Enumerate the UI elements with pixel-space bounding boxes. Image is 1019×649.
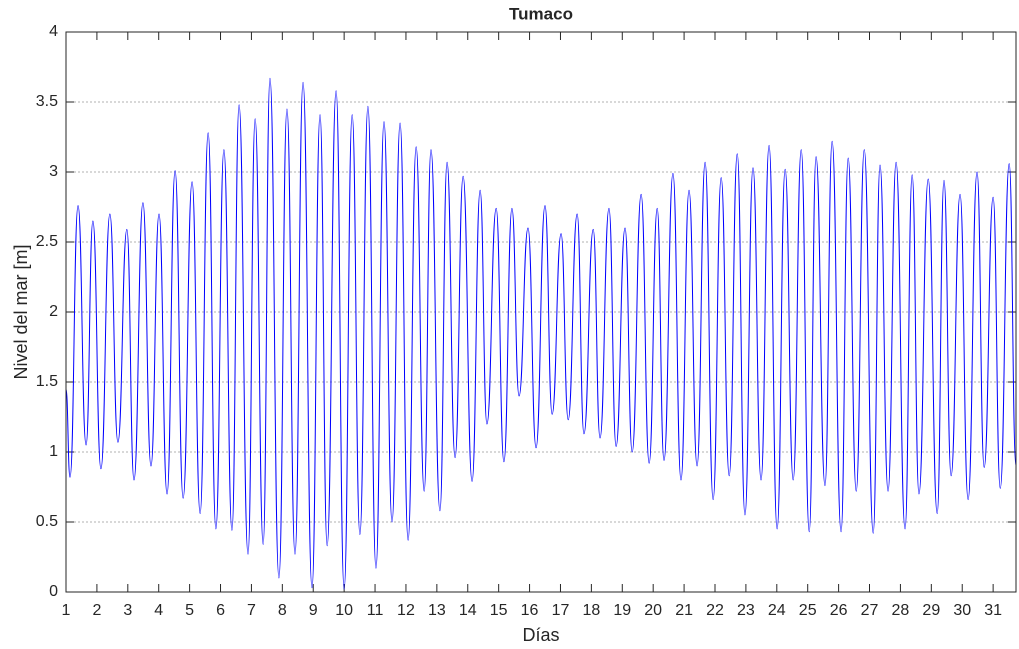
x-tick-label: 11 [367, 602, 384, 619]
plot-frame [65, 31, 1017, 593]
x-tick-label: 26 [830, 602, 848, 619]
x-tick-label: 10 [335, 602, 353, 619]
x-tick-label: 3 [123, 602, 132, 619]
x-tick-label: 29 [922, 602, 940, 619]
y-tick-label: 1 [49, 443, 58, 460]
x-tick-label: 30 [953, 602, 971, 619]
x-tick-label: 2 [92, 602, 101, 619]
x-tick-label: 9 [309, 602, 318, 619]
y-tick-label: 3.5 [36, 93, 58, 110]
x-axis-label: Días [522, 625, 559, 645]
x-tick-label: 4 [154, 602, 163, 619]
x-tick-label: 31 [984, 602, 1002, 619]
x-tick-label: 25 [799, 602, 817, 619]
x-tick-label: 21 [675, 602, 693, 619]
y-tick-label: 2 [49, 303, 58, 320]
y-tick-label: 2.5 [36, 233, 58, 250]
x-tick-label: 28 [892, 602, 910, 619]
y-tick-label: 1.5 [36, 373, 58, 390]
x-tick-label: 8 [278, 602, 287, 619]
y-tick-label: 4 [49, 23, 58, 40]
y-tick-label: 0.5 [36, 513, 58, 530]
line-series [65, 77, 1017, 590]
x-tick-label: 1 [62, 602, 71, 619]
x-tick-label: 27 [861, 602, 879, 619]
x-tick-label: 5 [185, 602, 194, 619]
y-tick-label: 0 [49, 583, 58, 600]
y-axis-label: Nivel del mar [m] [11, 244, 31, 379]
x-tick-label: 24 [768, 602, 786, 619]
x-tick-label: 22 [706, 602, 724, 619]
x-tick-label: 17 [552, 602, 570, 619]
x-tick-label: 7 [247, 602, 256, 619]
x-tick-label: 23 [737, 602, 755, 619]
chart-title: Tumaco [509, 4, 573, 23]
x-tick-label: 6 [216, 602, 225, 619]
x-tick-label: 19 [613, 602, 631, 619]
x-tick-label: 18 [582, 602, 600, 619]
x-tick-label: 20 [644, 602, 662, 619]
x-tick-label: 13 [428, 602, 446, 619]
x-tick-label: 12 [397, 602, 415, 619]
x-tick-label: 14 [459, 602, 477, 619]
y-tick-label: 3 [49, 163, 58, 180]
x-tick-label: 16 [521, 602, 539, 619]
x-tick-label: 15 [490, 602, 508, 619]
